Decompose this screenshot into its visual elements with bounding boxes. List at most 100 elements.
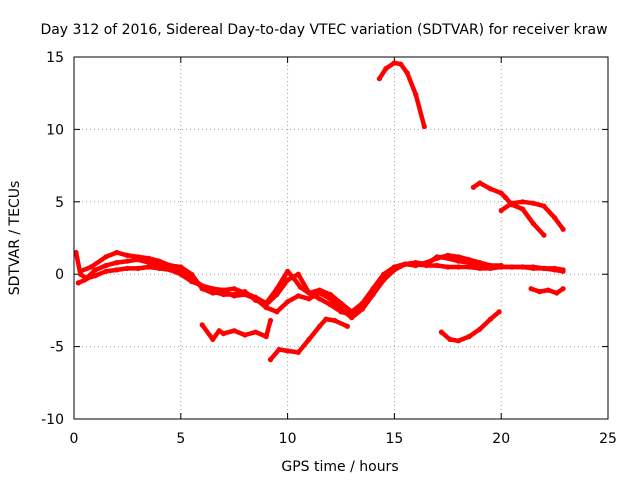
data-point bbox=[285, 277, 291, 283]
data-point bbox=[135, 254, 141, 260]
data-point bbox=[530, 265, 536, 271]
data-point bbox=[156, 265, 162, 271]
data-point bbox=[404, 70, 410, 76]
data-point bbox=[552, 265, 558, 271]
data-point bbox=[455, 254, 462, 260]
plot-frame bbox=[73, 56, 609, 420]
data-point bbox=[487, 316, 494, 322]
data-point bbox=[114, 267, 120, 273]
data-point bbox=[297, 284, 303, 290]
data-point bbox=[530, 220, 536, 227]
data-point bbox=[242, 289, 248, 295]
data-point bbox=[263, 333, 269, 340]
data-point bbox=[447, 336, 453, 342]
data-point bbox=[338, 300, 344, 306]
data-point bbox=[466, 264, 472, 270]
data-point bbox=[520, 199, 526, 205]
data-point bbox=[263, 302, 269, 308]
data-point bbox=[445, 264, 451, 270]
data-point bbox=[124, 265, 130, 271]
data-point bbox=[295, 349, 301, 355]
data-point bbox=[210, 336, 216, 342]
data-point bbox=[370, 289, 376, 295]
data-point bbox=[220, 291, 227, 298]
x-tick-label: 5 bbox=[176, 431, 185, 447]
data-point bbox=[423, 260, 429, 266]
data-point bbox=[323, 316, 329, 322]
data-point bbox=[560, 267, 566, 273]
data-point bbox=[381, 274, 387, 280]
data-point bbox=[285, 299, 291, 305]
data-point bbox=[317, 290, 323, 296]
data-point bbox=[391, 60, 397, 66]
data-point bbox=[520, 264, 526, 270]
data-point bbox=[146, 260, 152, 266]
data-point bbox=[434, 262, 440, 269]
data-point bbox=[103, 262, 109, 269]
data-point bbox=[199, 283, 205, 289]
y-tick-label: 15 bbox=[46, 50, 64, 66]
data-point bbox=[124, 252, 130, 258]
data-point bbox=[376, 76, 382, 82]
data-point bbox=[73, 249, 79, 256]
y-axis-label: SDTVAR / TECUs bbox=[7, 181, 23, 296]
data-point bbox=[146, 264, 152, 270]
data-point bbox=[438, 329, 444, 335]
series-track-g bbox=[471, 180, 547, 238]
data-point bbox=[88, 264, 94, 270]
data-point bbox=[146, 255, 152, 261]
data-point bbox=[327, 302, 333, 308]
data-point bbox=[434, 255, 440, 261]
data-point bbox=[124, 258, 130, 264]
data-point bbox=[92, 267, 98, 273]
data-point bbox=[398, 61, 404, 67]
y-tick-label: -10 bbox=[41, 412, 64, 428]
data-point bbox=[84, 275, 90, 282]
data-point bbox=[554, 290, 560, 296]
data-point bbox=[216, 328, 222, 334]
data-point bbox=[135, 265, 141, 271]
data-point bbox=[167, 262, 173, 269]
x-tick-label: 0 bbox=[70, 431, 79, 447]
data-point bbox=[477, 260, 483, 266]
y-tick-label: -5 bbox=[50, 340, 64, 356]
data-point bbox=[509, 200, 515, 206]
data-point bbox=[545, 287, 551, 293]
data-point bbox=[231, 291, 237, 298]
data-point bbox=[487, 186, 494, 192]
data-point bbox=[498, 207, 504, 214]
data-point bbox=[77, 271, 83, 277]
data-point bbox=[560, 286, 566, 292]
data-point bbox=[541, 265, 547, 271]
data-point bbox=[541, 203, 547, 209]
data-point bbox=[496, 309, 502, 315]
data-point bbox=[267, 357, 274, 363]
data-point bbox=[520, 206, 526, 212]
data-point bbox=[167, 267, 173, 273]
y-tick-label: 0 bbox=[55, 267, 64, 283]
data-point bbox=[560, 226, 566, 232]
data-point bbox=[285, 268, 291, 274]
data-point bbox=[498, 262, 504, 269]
data-point bbox=[103, 268, 109, 274]
data-point bbox=[306, 290, 312, 296]
data-point bbox=[92, 273, 98, 279]
data-point bbox=[466, 257, 472, 263]
data-point bbox=[267, 317, 274, 324]
data-point bbox=[178, 271, 184, 277]
data-point bbox=[477, 326, 483, 332]
data-point bbox=[332, 317, 338, 324]
chart-title: Day 312 of 2016, Sidereal Day-to-day VTE… bbox=[40, 22, 607, 38]
x-tick-label: 20 bbox=[492, 431, 510, 447]
data-point bbox=[541, 232, 547, 238]
y-tick-label: 10 bbox=[46, 122, 64, 138]
data-point bbox=[552, 215, 558, 221]
data-point bbox=[477, 180, 483, 186]
x-axis-label: GPS time / hours bbox=[281, 459, 398, 475]
data-point bbox=[295, 271, 301, 277]
data-point bbox=[242, 332, 248, 338]
x-tick-labels: 0 5 10 15 20 25 bbox=[70, 431, 617, 447]
series-layer bbox=[73, 60, 566, 363]
data-point bbox=[295, 293, 301, 299]
data-point bbox=[391, 264, 397, 270]
